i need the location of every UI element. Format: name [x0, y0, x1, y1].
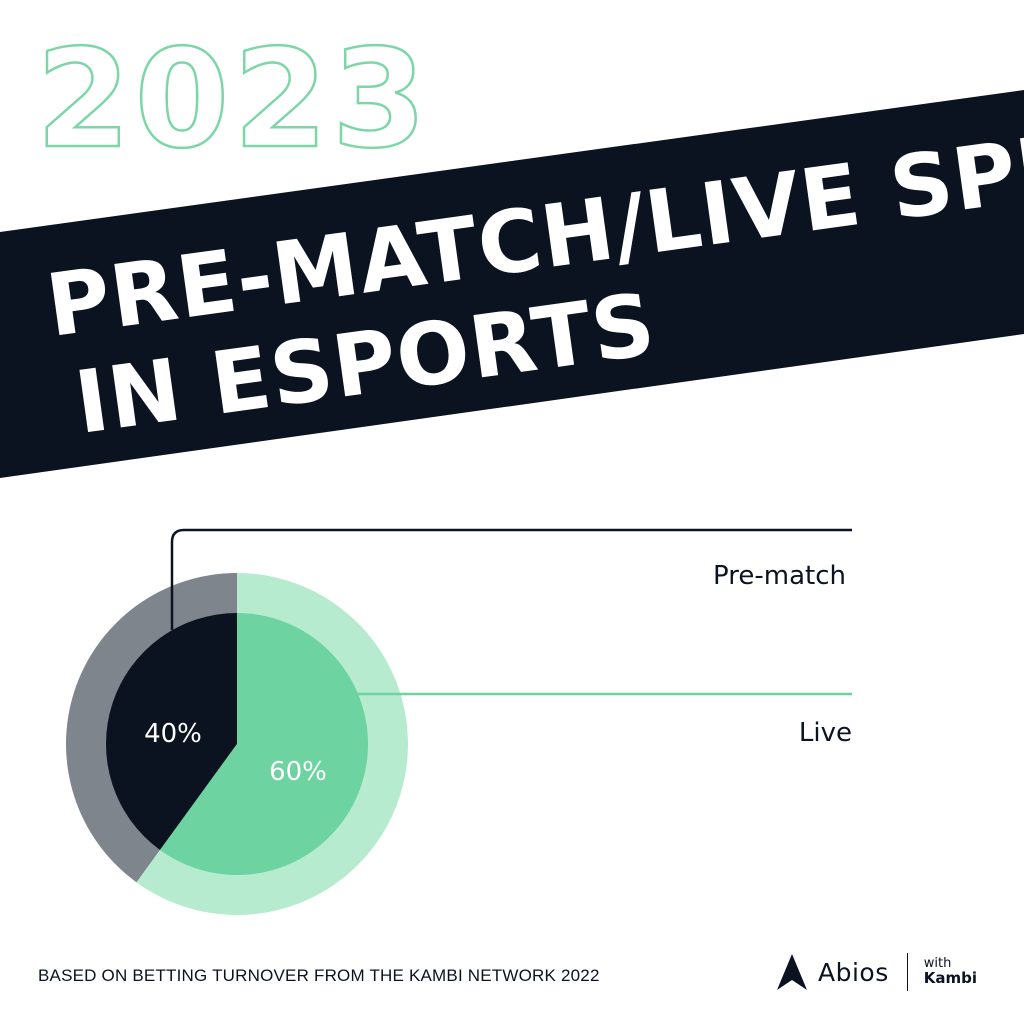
pie-slice-live — [160, 613, 369, 875]
brand-partner: with Kambi — [924, 957, 977, 986]
year-title: 2023 — [36, 21, 431, 179]
brand-logo-group: Abios with Kambi — [776, 950, 977, 994]
pie-slice-pre-match — [106, 613, 237, 850]
footer-note: BASED ON BETTING TURNOVER FROM THE KAMBI… — [38, 966, 600, 985]
headline-banner — [0, 90, 1024, 478]
brand-name: Abios — [818, 957, 889, 987]
legend-label-pre-match: Pre-match — [713, 561, 846, 591]
pie-chart: 40% 60% Pre-match Live — [65, 528, 852, 916]
brand-divider — [906, 953, 908, 991]
leader-line-pre-match — [170, 528, 852, 630]
abios-logo-icon — [777, 954, 807, 990]
legend-label-live: Live — [799, 718, 852, 748]
data-label-live: 60% — [269, 757, 327, 787]
data-label-pre-match: 40% — [144, 719, 202, 749]
brand-partner-name: Kambi — [923, 968, 978, 987]
brand-with-label: with — [923, 956, 952, 972]
